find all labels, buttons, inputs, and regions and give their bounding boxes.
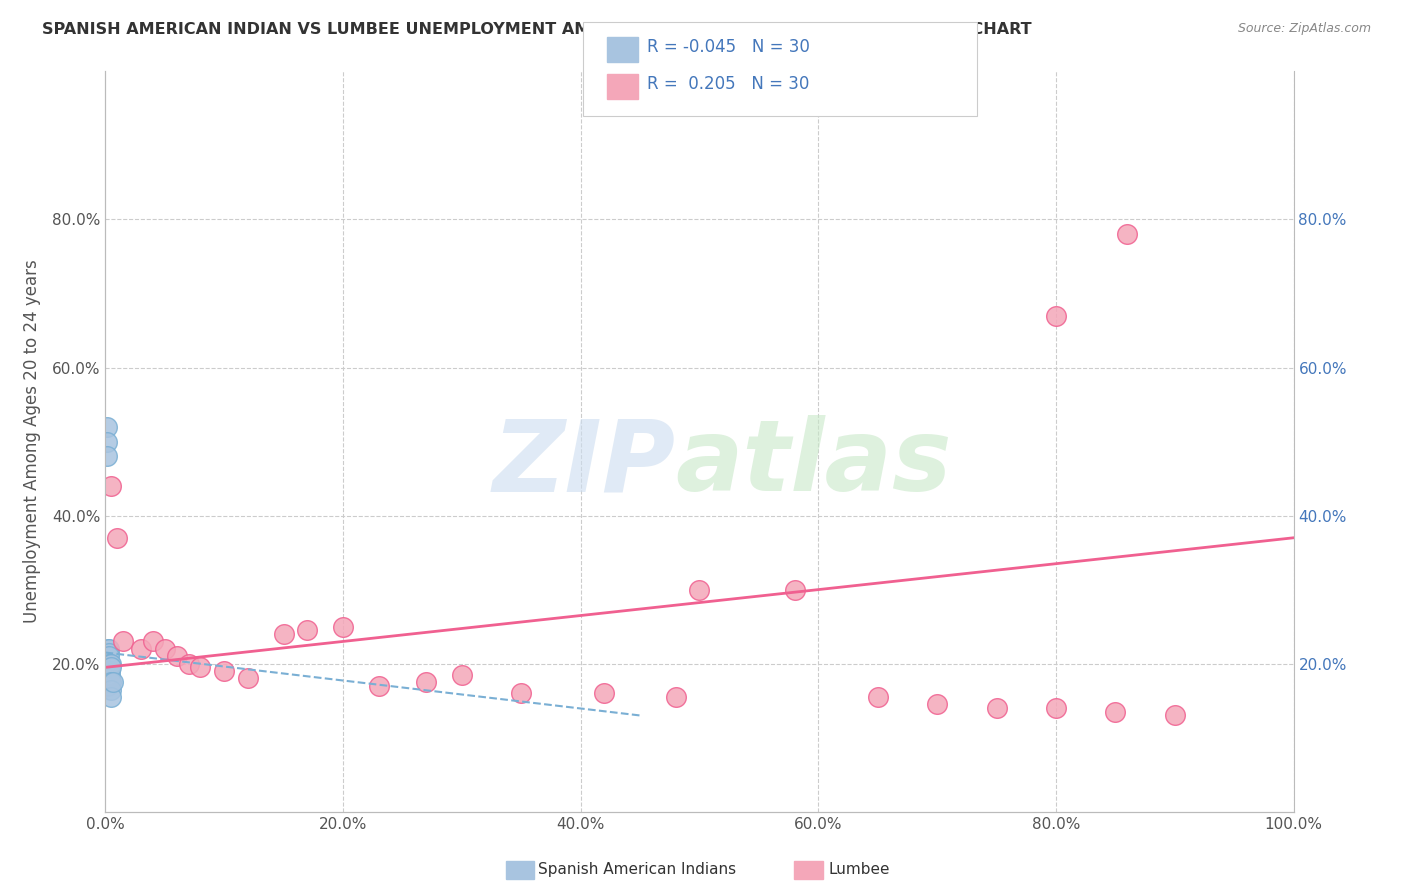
Point <box>98 672 121 686</box>
Point <box>273 627 295 641</box>
Point <box>190 660 212 674</box>
Text: Lumbee: Lumbee <box>828 863 890 877</box>
Point <box>665 690 688 704</box>
Point <box>177 657 200 671</box>
Point <box>98 646 121 660</box>
Point <box>100 479 122 493</box>
Point <box>98 660 121 674</box>
Text: ZIP: ZIP <box>492 416 676 512</box>
Point <box>98 657 121 671</box>
Point <box>986 701 1008 715</box>
Point <box>97 641 120 656</box>
Point <box>236 672 259 686</box>
Point <box>332 619 354 633</box>
Point <box>98 667 121 681</box>
Point <box>97 649 120 664</box>
Point <box>100 660 122 674</box>
Point <box>1045 309 1067 323</box>
Point <box>97 675 120 690</box>
Point <box>166 649 188 664</box>
Point <box>97 679 120 693</box>
Point <box>100 657 122 671</box>
Point <box>1116 227 1139 242</box>
Point <box>97 664 120 678</box>
Point <box>97 657 120 671</box>
Point <box>1164 708 1187 723</box>
Point <box>925 698 948 712</box>
Point <box>97 667 120 681</box>
Text: R = -0.045   N = 30: R = -0.045 N = 30 <box>647 38 810 56</box>
Point <box>1045 701 1067 715</box>
Point <box>98 664 121 678</box>
Text: Source: ZipAtlas.com: Source: ZipAtlas.com <box>1237 22 1371 36</box>
Point <box>415 675 437 690</box>
Text: SPANISH AMERICAN INDIAN VS LUMBEE UNEMPLOYMENT AMONG AGES 20 TO 24 YEARS CORRELA: SPANISH AMERICAN INDIAN VS LUMBEE UNEMPL… <box>42 22 1032 37</box>
Point <box>1104 705 1126 719</box>
Point <box>98 664 121 678</box>
Point <box>367 679 389 693</box>
Point <box>98 649 121 664</box>
Point <box>97 672 120 686</box>
Point <box>866 690 889 704</box>
Point <box>105 531 128 545</box>
Point <box>98 657 121 671</box>
Point <box>689 582 711 597</box>
Point <box>98 641 121 656</box>
Point <box>510 686 533 700</box>
Point <box>450 667 472 681</box>
Point <box>214 664 236 678</box>
Point <box>100 675 122 690</box>
Point <box>101 675 124 690</box>
Text: atlas: atlas <box>676 416 952 512</box>
Point <box>153 641 176 656</box>
Text: Spanish American Indians: Spanish American Indians <box>538 863 737 877</box>
Point <box>100 682 122 697</box>
Point <box>129 641 152 656</box>
Point <box>783 582 806 597</box>
Point <box>96 419 118 434</box>
Point <box>100 690 122 704</box>
Y-axis label: Unemployment Among Ages 20 to 24 years: Unemployment Among Ages 20 to 24 years <box>22 260 41 624</box>
Text: R =  0.205   N = 30: R = 0.205 N = 30 <box>647 75 808 93</box>
Point <box>297 624 319 638</box>
Point <box>98 667 121 681</box>
Point <box>112 634 135 648</box>
Point <box>98 660 121 674</box>
Point <box>142 634 165 648</box>
Point <box>98 672 121 686</box>
Point <box>96 434 118 449</box>
Point <box>96 450 118 464</box>
Point <box>593 686 616 700</box>
